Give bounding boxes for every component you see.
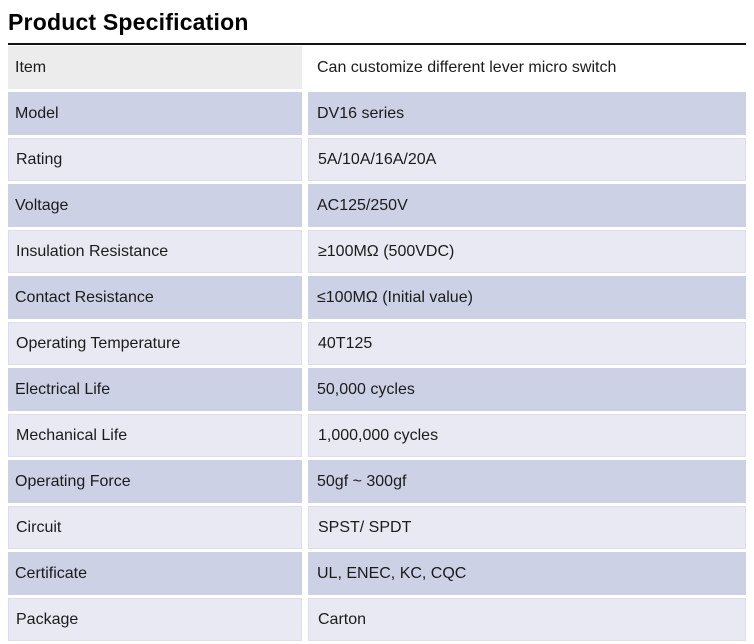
spec-table-body: Item Can customize different lever micro… — [8, 46, 746, 641]
spec-row-value: ≥100MΩ (500VDC) — [308, 230, 746, 273]
spec-row-label: Electrical Life — [8, 368, 302, 411]
spec-row-value: SPST/ SPDT — [308, 506, 746, 549]
spec-row-value: 5A/10A/16A/20A — [308, 138, 746, 181]
spec-row-label: Operating Force — [8, 460, 302, 503]
spec-row-value: 50,000 cycles — [308, 368, 746, 411]
spec-row-label: Mechanical Life — [8, 414, 302, 457]
spec-row-value: Carton — [308, 598, 746, 641]
spec-row-label: Contact Resistance — [8, 276, 302, 319]
spec-row-label: Item — [8, 46, 302, 89]
spec-row-label: Certificate — [8, 552, 302, 595]
spec-row-value: UL, ENEC, KC, CQC — [308, 552, 746, 595]
spec-row-label: Model — [8, 92, 302, 135]
spec-table: Item Can customize different lever micro… — [8, 43, 746, 641]
spec-row-value: ≤100MΩ (Initial value) — [308, 276, 746, 319]
page-title: Product Specification — [8, 9, 249, 35]
spec-row-value: DV16 series — [308, 92, 746, 135]
spec-row-label: Insulation Resistance — [8, 230, 302, 273]
spec-row-label: Voltage — [8, 184, 302, 227]
spec-row-label: Package — [8, 598, 302, 641]
spec-row-value: 50gf ~ 300gf — [308, 460, 746, 503]
spec-row-label: Operating Temperature — [8, 322, 302, 365]
spec-row-label: Circuit — [8, 506, 302, 549]
spec-row-value: 1,000,000 cycles — [308, 414, 746, 457]
spec-row-value: Can customize different lever micro swit… — [308, 46, 746, 89]
spec-row-value: 40T125 — [308, 322, 746, 365]
spec-row-label: Rating — [8, 138, 302, 181]
spec-row-value: AC125/250V — [308, 184, 746, 227]
